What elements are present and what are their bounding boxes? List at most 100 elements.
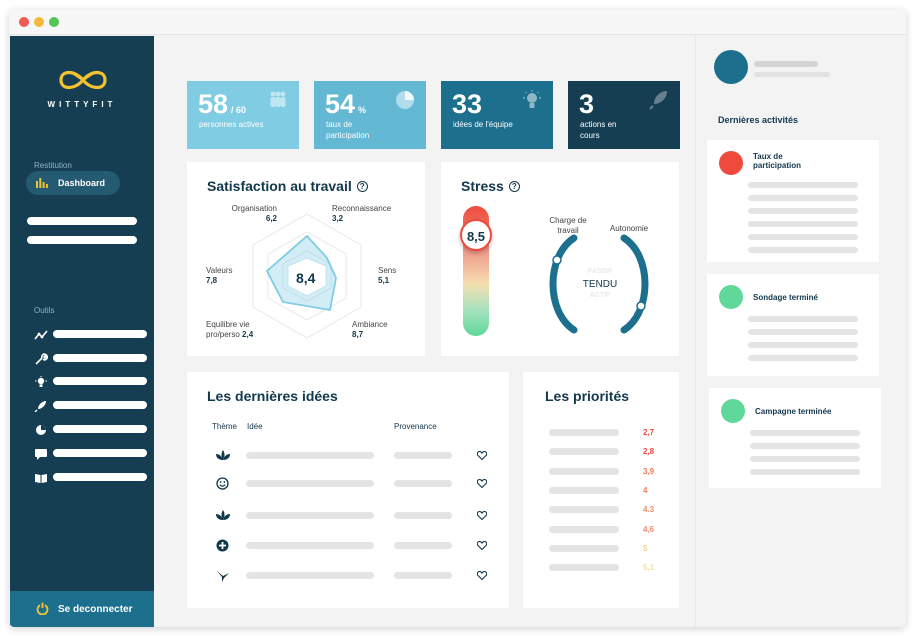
priority-placeholder — [549, 467, 619, 475]
smiley-icon — [216, 477, 229, 490]
state-active: ACTIF — [589, 292, 611, 299]
state-passive: PASSIF — [587, 268, 613, 275]
activity-card[interactable]: Campagne terminée — [709, 388, 881, 488]
idea-text-placeholder — [246, 480, 374, 487]
kpi-label: actions en cours — [580, 120, 617, 140]
minimize-window-button[interactable] — [34, 17, 44, 27]
label-autonomy: Autonomie — [609, 224, 649, 233]
activity-line-placeholder — [748, 234, 858, 240]
dashboard-nav-button[interactable]: Dashboard — [26, 171, 120, 195]
stress-title: Stress? — [461, 178, 520, 194]
stress-gauge-marker: 8,5 — [460, 219, 492, 251]
heart-icon[interactable] — [477, 511, 487, 520]
tool-nav-placeholder[interactable] — [53, 449, 147, 457]
logout-button[interactable]: Se deconnecter — [10, 591, 154, 627]
radar-axis-reconnaissance: Reconnaissance 3,2 — [332, 204, 392, 223]
kpi-participation-rate: 54% taux de participation — [314, 81, 426, 149]
activity-line-placeholder — [748, 195, 858, 201]
source-placeholder — [394, 512, 452, 519]
source-placeholder — [394, 480, 452, 487]
activity-title: Taux de participation — [753, 152, 802, 170]
table-row[interactable] — [187, 508, 509, 524]
table-row[interactable] — [187, 538, 509, 554]
priority-placeholder — [549, 544, 619, 552]
activity-line-placeholder — [748, 247, 858, 253]
kpi-value: 58 — [198, 89, 229, 119]
people-icon — [270, 91, 286, 107]
priority-value: 4 — [643, 485, 648, 495]
priority-value: 2,8 — [643, 447, 655, 457]
kpi-value: 54 — [325, 89, 356, 119]
sidebar-nav-placeholder[interactable] — [27, 217, 137, 225]
tool-nav-placeholder[interactable] — [53, 401, 147, 409]
rocket-icon — [34, 401, 46, 412]
priority-placeholder — [549, 448, 619, 456]
heart-icon[interactable] — [477, 571, 487, 580]
activity-title: Campagne terminée — [755, 407, 832, 416]
kpi-label: taux de participation — [326, 120, 370, 140]
satisfaction-card: Satisfaction au travail? 8,4 Organisatio… — [187, 162, 425, 356]
section-restitution: Restitution — [34, 161, 72, 170]
help-icon[interactable]: ? — [508, 181, 520, 192]
radar-axis-sens: Sens 5,1 — [378, 266, 397, 285]
priority-value: 4.3 — [643, 505, 655, 515]
sidebar-nav-placeholder[interactable] — [27, 236, 137, 244]
stress-card: Stress? 8,5 Charge de travail Autonomie … — [441, 162, 679, 356]
activity-line-placeholder — [748, 208, 858, 214]
kpi-label: idées de l'équipe — [453, 120, 513, 129]
activity-card[interactable]: Taux de participation — [707, 140, 879, 262]
tool-nav-placeholder[interactable] — [53, 425, 147, 433]
source-placeholder — [394, 542, 452, 549]
tool-nav-placeholder[interactable] — [53, 473, 147, 481]
activity-line-placeholder — [748, 329, 858, 335]
zoom-window-button[interactable] — [49, 17, 59, 27]
priority-placeholder — [549, 486, 619, 494]
lightbulb-icon — [35, 376, 47, 387]
kpi-suffix: / 60 — [231, 105, 247, 115]
table-row[interactable] — [187, 568, 509, 584]
bar-chart-icon — [36, 178, 48, 188]
activity-line-placeholder — [750, 469, 860, 475]
radar-axis-valeurs: Valeurs 7,8 — [206, 266, 233, 285]
power-icon — [36, 602, 49, 615]
activity-status-dot — [719, 151, 743, 175]
kpi-actions-in-progress: 3 actions en cours — [568, 81, 680, 149]
avatar[interactable] — [714, 50, 748, 84]
table-row[interactable] — [187, 448, 509, 464]
latest-ideas-card: Les dernières idées Thème Idée Provenanc… — [187, 372, 509, 608]
heart-icon[interactable] — [477, 479, 487, 488]
priority-value: 5,1 — [643, 563, 655, 573]
state-tense: TENDU — [582, 279, 618, 290]
tool-nav-placeholder[interactable] — [53, 330, 147, 338]
satisfaction-radar-chart — [252, 213, 362, 339]
priorities-title: Les priorités — [545, 388, 630, 404]
activity-line-placeholder — [750, 443, 860, 449]
source-placeholder — [394, 572, 452, 579]
kpi-suffix: % — [358, 105, 367, 115]
tool-nav-placeholder[interactable] — [53, 354, 147, 362]
lightbulb-icon — [523, 90, 541, 108]
close-window-button[interactable] — [19, 17, 29, 27]
plus-circle-icon — [216, 539, 229, 552]
table-row[interactable] — [187, 476, 509, 492]
heart-icon[interactable] — [477, 541, 487, 550]
pie-chart-icon — [36, 425, 46, 435]
help-icon[interactable]: ? — [356, 181, 368, 192]
activity-line-placeholder — [748, 182, 858, 188]
pie-chart-icon — [396, 91, 414, 109]
col-header-idea: Idée — [247, 422, 263, 431]
satisfaction-title: Satisfaction au travail? — [207, 178, 368, 194]
activity-card[interactable]: Sondage terminé — [707, 274, 879, 376]
radar-axis-ambiance: Ambiance 8,7 — [352, 320, 388, 339]
idea-text-placeholder — [246, 512, 374, 519]
heart-icon[interactable] — [477, 451, 487, 460]
tool-nav-placeholder[interactable] — [53, 377, 147, 385]
activity-status-dot — [721, 399, 745, 423]
trend-line-icon — [34, 330, 48, 340]
priority-placeholder — [549, 564, 619, 572]
col-header-theme: Thème — [212, 422, 237, 431]
col-header-source: Provenance — [394, 422, 437, 431]
kpi-team-ideas: 33 idées de l'équipe — [441, 81, 553, 149]
activity-line-placeholder — [748, 342, 858, 348]
lotus-icon — [216, 450, 230, 460]
